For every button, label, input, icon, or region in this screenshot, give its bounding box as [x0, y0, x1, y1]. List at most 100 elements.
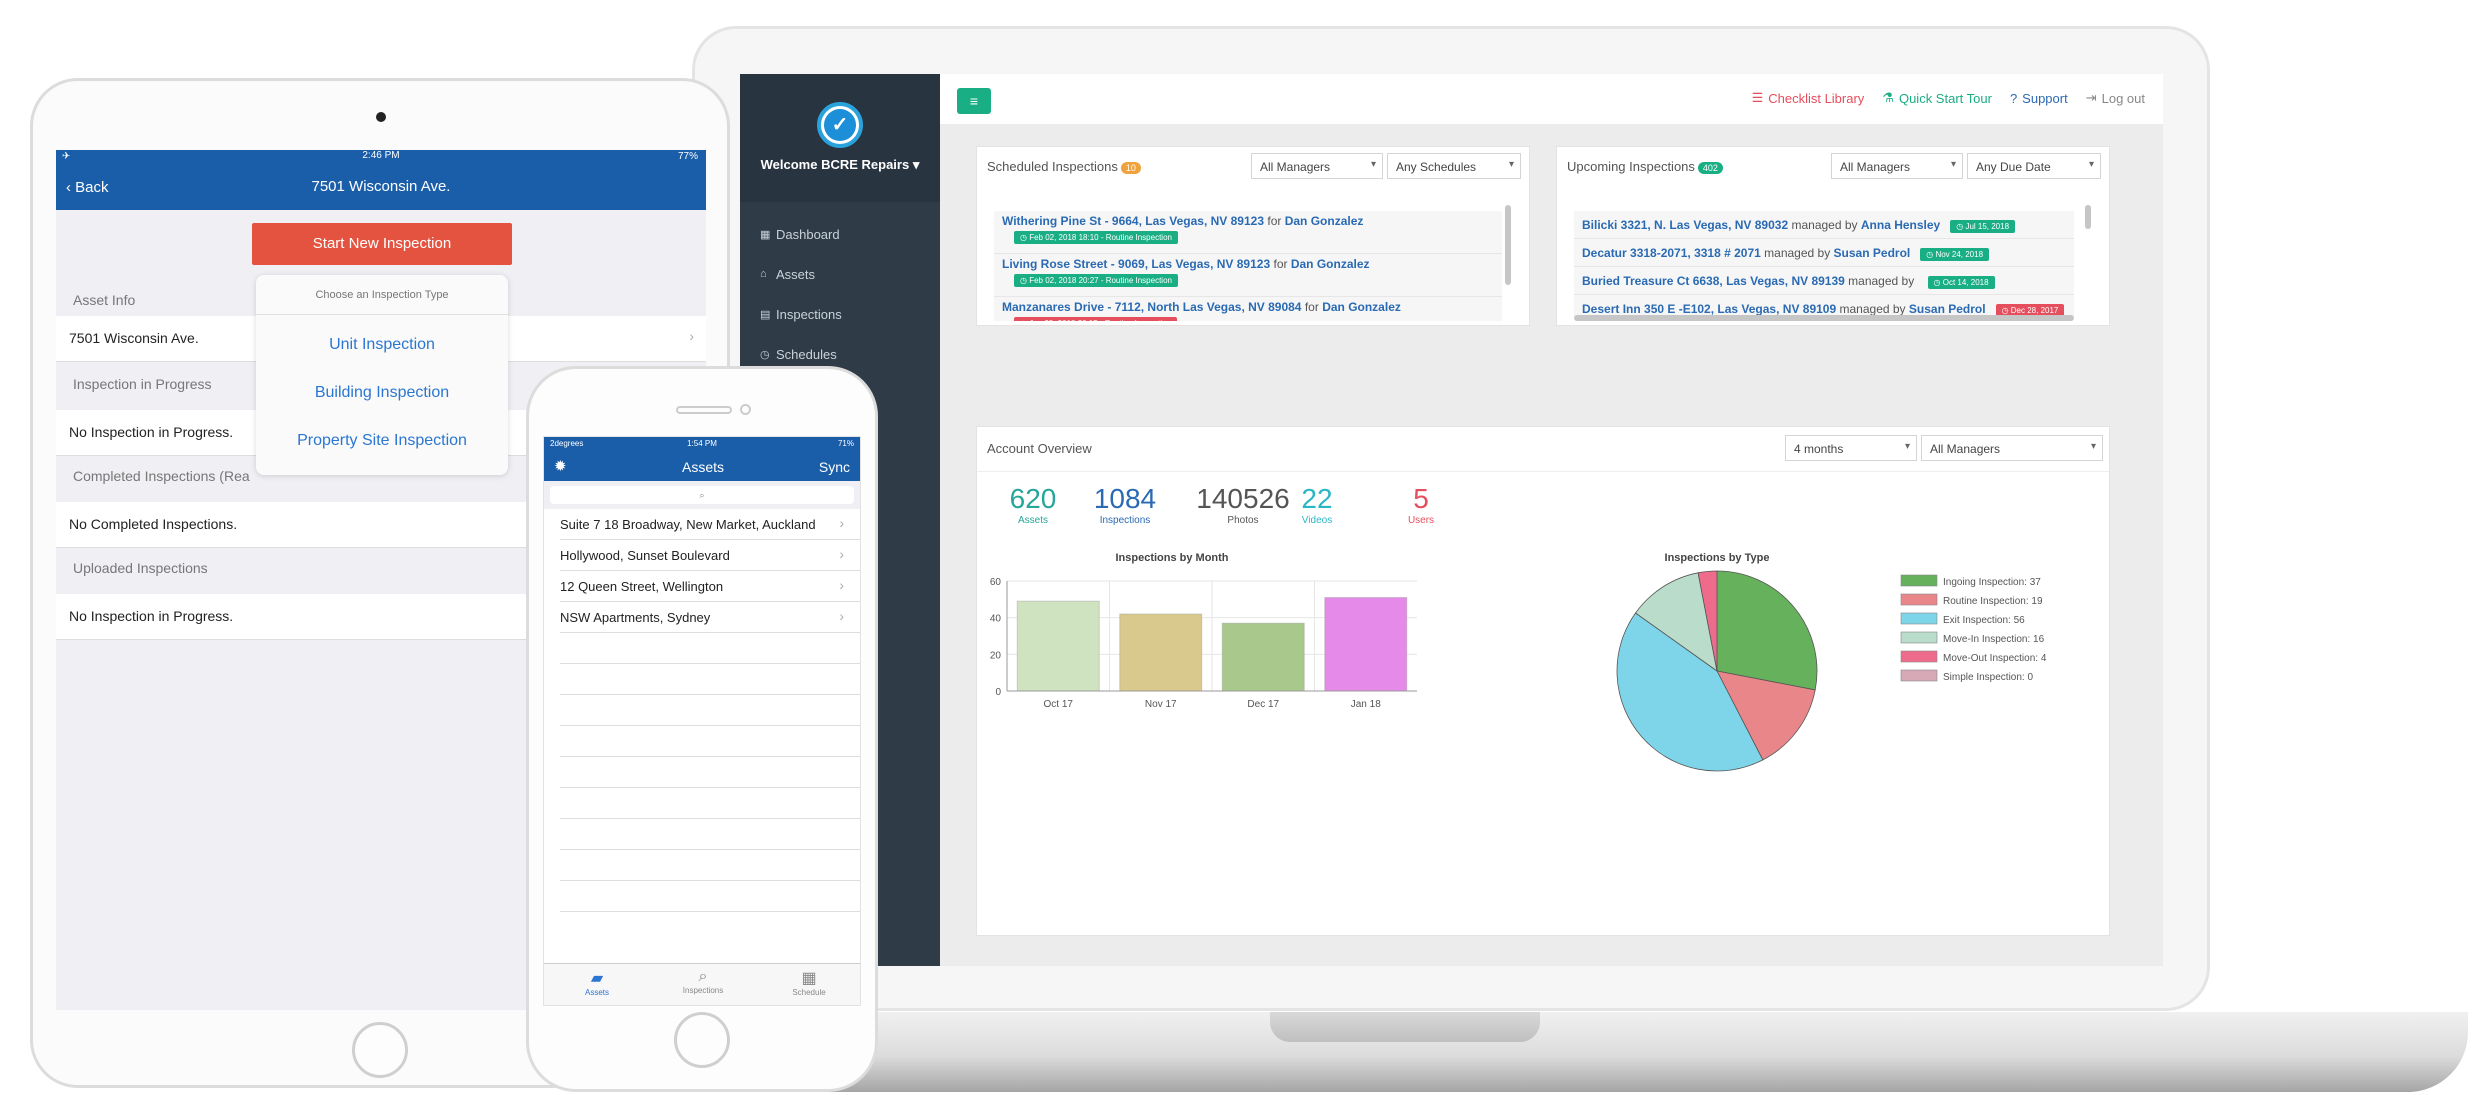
for-text: for	[1304, 300, 1319, 314]
panel-title: Account Overview	[987, 441, 1092, 456]
scrollbar[interactable]	[1505, 205, 1511, 285]
period-filter-select[interactable]: 4 months	[1785, 435, 1917, 461]
empty-row	[560, 819, 860, 850]
section-uploaded: Uploaded Inspections	[73, 560, 208, 576]
x-tick-label: Nov 17	[1145, 699, 1177, 710]
person-link[interactable]: Anna Hensley	[1860, 218, 1941, 232]
tab-schedule[interactable]: ▦ Schedule	[756, 964, 860, 1005]
back-button[interactable]: ‹ Back	[66, 179, 109, 196]
tablet-home-button[interactable]	[352, 1022, 408, 1078]
stat-videos: 22 Videos	[1277, 483, 1357, 526]
phone-speaker	[676, 406, 732, 414]
section-completed: Completed Inspections (Rea	[73, 468, 250, 484]
x-tick-label: Jan 18	[1351, 699, 1381, 710]
pie-slice	[1716, 670, 1816, 761]
welcome-dropdown[interactable]: Welcome BCRE Repairs ▾	[760, 157, 920, 172]
scrollbar[interactable]	[2085, 205, 2091, 229]
address-link[interactable]: Manzanares Drive - 7112, North Las Vegas…	[1002, 300, 1302, 314]
manager-filter-select[interactable]: All Managers	[1251, 153, 1383, 179]
panel-title: Upcoming Inspections 402	[1567, 159, 1723, 174]
due-date-filter-select[interactable]: Any Due Date	[1967, 153, 2101, 179]
chevron-right-icon: ›	[839, 608, 844, 624]
empty-row	[560, 850, 860, 881]
legend-label: Move-Out Inspection: 4	[1943, 653, 2047, 664]
quick-start-tour-link[interactable]: ⚗ Quick Start Tour	[1882, 90, 1992, 106]
pie-slice	[1634, 572, 1718, 672]
sidebar-item-schedules[interactable]: ◷ Schedules	[760, 346, 837, 362]
horizontal-scrollbar[interactable]	[1574, 315, 2074, 321]
question-icon: ?	[2009, 90, 2018, 106]
chart-title: Inspections by Type	[1665, 552, 1770, 564]
manager-filter-select[interactable]: All Managers	[1831, 153, 1963, 179]
menu-toggle-button[interactable]: ≡	[957, 88, 991, 114]
schedule-tag: ◷ Feb 02, 2018 20:27 - Routine Inspectio…	[1014, 274, 1178, 287]
scheduled-item[interactable]: Withering Pine St - 9664, Las Vegas, NV …	[994, 211, 1502, 254]
battery-level: 71%	[837, 439, 854, 448]
asset-list: Suite 7 18 Broadway, New Market, Aucklan…	[544, 509, 860, 912]
address-link[interactable]: Buried Treasure Ct 6638, Las Vegas, NV 8…	[1582, 274, 1845, 288]
checklist-library-link[interactable]: ☰ Checklist Library	[1751, 90, 1865, 106]
asset-list-item[interactable]: 12 Queen Street, Wellington ›	[560, 571, 860, 602]
inspection-type-popover: Choose an Inspection Type Unit Inspectio…	[256, 275, 508, 475]
start-new-inspection-button[interactable]: Start New Inspection	[252, 223, 512, 265]
address-link[interactable]: Decatur 3318-2071, 3318 # 2071	[1582, 246, 1761, 260]
sidebar-item-assets[interactable]: ⌂ Assets	[760, 266, 816, 282]
upcoming-item[interactable]: Decatur 3318-2071, 3318 # 2071 managed b…	[1574, 239, 2074, 267]
person-link[interactable]: Dan Gonzalez	[1290, 257, 1370, 271]
x-tick-label: Dec 17	[1247, 699, 1279, 710]
y-tick-label: 0	[995, 687, 1001, 698]
empty-row	[560, 726, 860, 757]
person-link[interactable]: Susan Pedrol	[1908, 302, 1986, 316]
scheduled-item[interactable]: Manzanares Drive - 7112, North Las Vegas…	[994, 297, 1502, 321]
upcoming-item[interactable]: Bilicki 3321, N. Las Vegas, NV 89032 man…	[1574, 211, 2074, 239]
scheduled-item[interactable]: Living Rose Street - 9069, Las Vegas, NV…	[994, 254, 1502, 297]
manager-filter-select[interactable]: All Managers	[1921, 435, 2103, 461]
asset-list-item[interactable]: Suite 7 18 Broadway, New Market, Aucklan…	[560, 509, 860, 540]
sync-button[interactable]: Sync	[818, 459, 850, 475]
asset-list-item[interactable]: NSW Apartments, Sydney ›	[560, 602, 860, 633]
unit-inspection-option[interactable]: Unit Inspection	[329, 336, 435, 353]
logout-link[interactable]: ⇥ Log out	[2085, 90, 2145, 106]
sidebar-item-inspections[interactable]: ▤ Inspections	[760, 306, 842, 322]
search-bar[interactable]: ⌕	[544, 481, 860, 509]
stat-users: 5 Users	[1381, 483, 1461, 526]
inspections-by-month-chart: Inspections by Month 0 20 40 60 Oct 17 Nov 17 D…	[990, 552, 1417, 710]
asset-list-item[interactable]: Hollywood, Sunset Boulevard ›	[560, 540, 860, 571]
web-dashboard: ✓ Welcome BCRE Repairs ▾ ▦ Dashboard ⌂ Ass…	[740, 74, 2163, 966]
address-link[interactable]: Bilicki 3321, N. Las Vegas, NV 89032	[1582, 218, 1789, 232]
person-link[interactable]: Susan Pedrol	[1833, 246, 1911, 260]
chevron-right-icon: ›	[839, 546, 844, 562]
empty-row	[560, 881, 860, 912]
phone-home-button[interactable]	[674, 1012, 730, 1068]
address-link[interactable]: Desert Inn 350 E -E102, Las Vegas, NV 89…	[1582, 302, 1837, 316]
gear-icon[interactable]: ✹	[554, 458, 567, 475]
property-site-inspection-option[interactable]: Property Site Inspection	[297, 432, 467, 449]
legend-label: Ingoing Inspection: 37	[1943, 577, 2041, 588]
building-inspection-option[interactable]: Building Inspection	[314, 384, 450, 401]
due-date-tag: ◷ Oct 14, 2018	[1927, 276, 1995, 289]
scheduled-list: Withering Pine St - 9664, Las Vegas, NV …	[994, 211, 1502, 321]
schedule-tag: ◷ Jan 29, 2018 20:15 - Routine Inspectio…	[1014, 317, 1178, 321]
person-link[interactable]: Dan Gonzalez	[1322, 300, 1401, 314]
tab-assets[interactable]: ▰ Assets	[544, 964, 650, 1005]
sidebar-item-dashboard[interactable]: ▦ Dashboard	[760, 226, 840, 242]
top-bar: ≡ ☰ Checklist Library ⚗ Quick Start Tour ?…	[940, 74, 2163, 124]
tab-inspections[interactable]: ⌕ Inspections	[650, 964, 756, 1005]
schedule-filter-select[interactable]: Any Schedules	[1387, 153, 1521, 179]
legend-label: Exit Inspection: 56	[1943, 615, 2025, 626]
due-date-tag: ◷ Jul 15, 2018	[1950, 220, 2016, 233]
y-tick-label: 40	[990, 614, 1002, 625]
clock-icon: ◷	[760, 348, 770, 361]
support-link[interactable]: ? Support	[2009, 90, 2068, 106]
stat-value: 140526	[1196, 483, 1290, 514]
address-link[interactable]: Withering Pine St - 9664, Las Vegas, NV …	[1002, 214, 1265, 228]
stat-value: 5	[1413, 483, 1429, 514]
legend-label: Routine Inspection: 19	[1943, 596, 2043, 607]
empty-row	[560, 788, 860, 819]
flask-icon: ⚗	[1882, 90, 1894, 105]
address-link[interactable]: Living Rose Street - 9069, Las Vegas, NV…	[1002, 257, 1271, 271]
navigation-bar: ✹ Assets Sync	[544, 451, 860, 481]
legend-swatch	[1900, 631, 1938, 644]
person-link[interactable]: Dan Gonzalez	[1284, 214, 1364, 228]
upcoming-item[interactable]: Buried Treasure Ct 6638, Las Vegas, NV 8…	[1574, 267, 2074, 295]
